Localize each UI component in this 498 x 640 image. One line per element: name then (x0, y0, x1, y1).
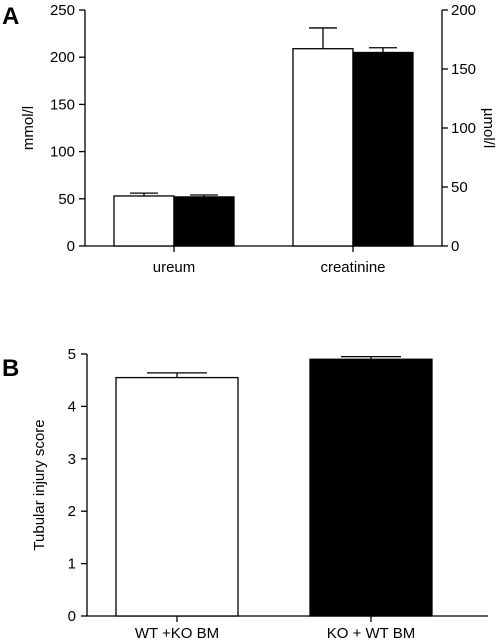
y-tick-label: 4 (68, 398, 76, 415)
category-label: ureum (153, 259, 196, 276)
bar-ureum-1 (173, 196, 235, 247)
bar-ureum-0 (113, 195, 175, 247)
y-tick-label: 0 (68, 608, 76, 625)
bar-creatinine-0 (292, 48, 354, 247)
right-ticks: 0 50 100 150 200 (442, 2, 476, 255)
right-tick-label: 50 (451, 179, 468, 196)
left-tick-label: 50 (58, 191, 75, 208)
bar-0 (115, 376, 239, 617)
bars (113, 27, 414, 247)
y-tick-label: 5 (68, 346, 76, 363)
bar-creatinine-1 (352, 51, 414, 247)
y-tick-label: 1 (68, 556, 76, 573)
chart-b: B 0 1 2 3 4 5 WT +KO BM KO + WT BM Tubular inj… (2, 346, 488, 640)
right-tick-label: 100 (451, 120, 476, 137)
left-axis-label: mmol/l (20, 106, 37, 150)
left-tick-label: 150 (50, 96, 75, 113)
right-axis-label: µmol/l (480, 108, 497, 148)
panel-label-a: A (2, 3, 19, 30)
left-ticks: 0 50 100 150 200 250 (50, 2, 85, 255)
panel-label-b: B (2, 355, 19, 382)
right-tick-label: 150 (451, 61, 476, 78)
left-tick-label: 100 (50, 144, 75, 161)
category-label: creatinine (320, 259, 385, 276)
right-tick-label: 200 (451, 2, 476, 19)
category-labels: ureum creatinine (153, 246, 386, 276)
y-axis-label: Tubular injury score (31, 419, 48, 550)
bars (115, 355, 433, 617)
left-tick-label: 0 (67, 238, 75, 255)
left-tick-label: 200 (50, 49, 75, 66)
left-tick-label: 250 (50, 2, 75, 19)
right-tick-label: 0 (451, 238, 459, 255)
chart-a: A 0 50 100 150 200 250 0 50 100 150 200 ureum crea… (2, 2, 497, 276)
bar-1 (309, 358, 433, 617)
category-labels: WT +KO BM KO + WT BM (135, 616, 415, 640)
y-ticks: 0 1 2 3 4 5 (68, 346, 87, 625)
category-label: KO + WT BM (327, 625, 415, 640)
y-tick-label: 3 (68, 451, 76, 468)
y-tick-label: 2 (68, 503, 76, 520)
category-label: WT +KO BM (135, 625, 219, 640)
